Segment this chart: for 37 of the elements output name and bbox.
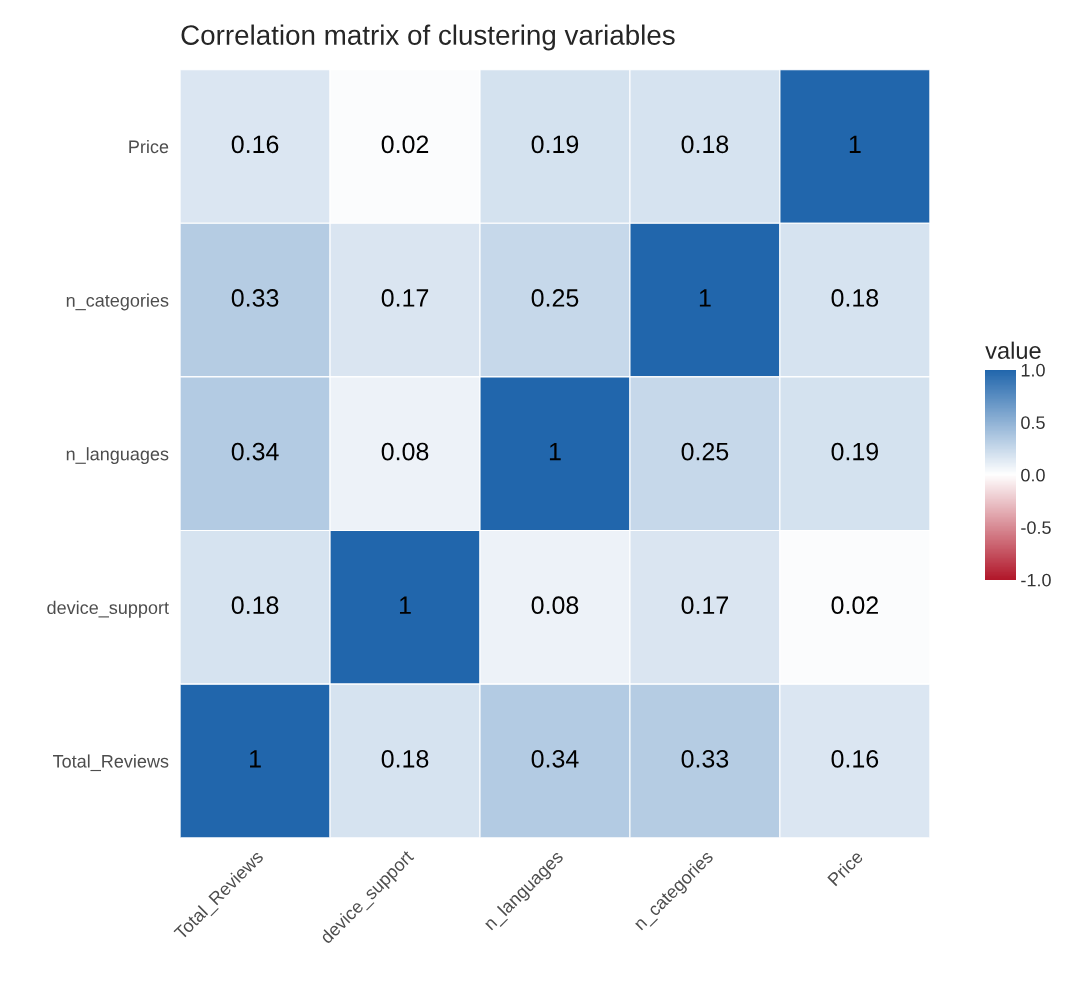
y-tick-label: n_categories [66,293,169,311]
data-label: 0.17 [681,596,728,615]
data-label: 1 [399,596,411,614]
color-bar-label: -0.5 [1021,521,1051,535]
data-label: 0.33 [681,749,729,768]
y-tick-label: Price [129,139,169,154]
data-label: 0.16 [831,749,879,768]
data-label: 1 [250,750,261,768]
data-label: 0.25 [681,442,729,461]
color-bar-label: 0.0 [1021,468,1045,482]
color-bar-label: -1.0 [1021,573,1051,587]
data-label: 0.08 [531,596,579,615]
data-label: 1 [549,442,561,461]
data-label: 0.33 [231,289,279,307]
data-label: 0.25 [531,289,579,307]
y-tick-label: device_support [47,600,169,618]
y-tick-label: Total_Reviews [53,754,169,772]
chart-title: Correlation matrix of clustering variables [181,24,675,51]
data-label: 0.18 [231,596,279,615]
data-label: 1 [699,289,711,307]
data-label: 0.08 [381,442,429,461]
y-tick-label: n_languages [66,447,169,464]
data-label: 0.17 [381,289,429,307]
data-label: 0.02 [831,596,878,615]
data-label: 0.19 [531,135,579,154]
data-label: 0.16 [231,135,279,154]
data-label: 0.02 [381,135,429,154]
data-label: 0.18 [681,135,729,154]
data-label: 0.34 [231,442,279,461]
data-label: 0.19 [831,442,879,461]
data-label: 0.34 [531,749,579,768]
color-bar-title: value [985,341,1041,359]
data-label: 1 [849,135,861,153]
color-bar-label: 0.5 [1021,416,1045,430]
data-label: 0.18 [381,749,429,768]
data-label: 0.18 [831,289,879,307]
color-bar-label: 1.0 [1021,363,1045,377]
